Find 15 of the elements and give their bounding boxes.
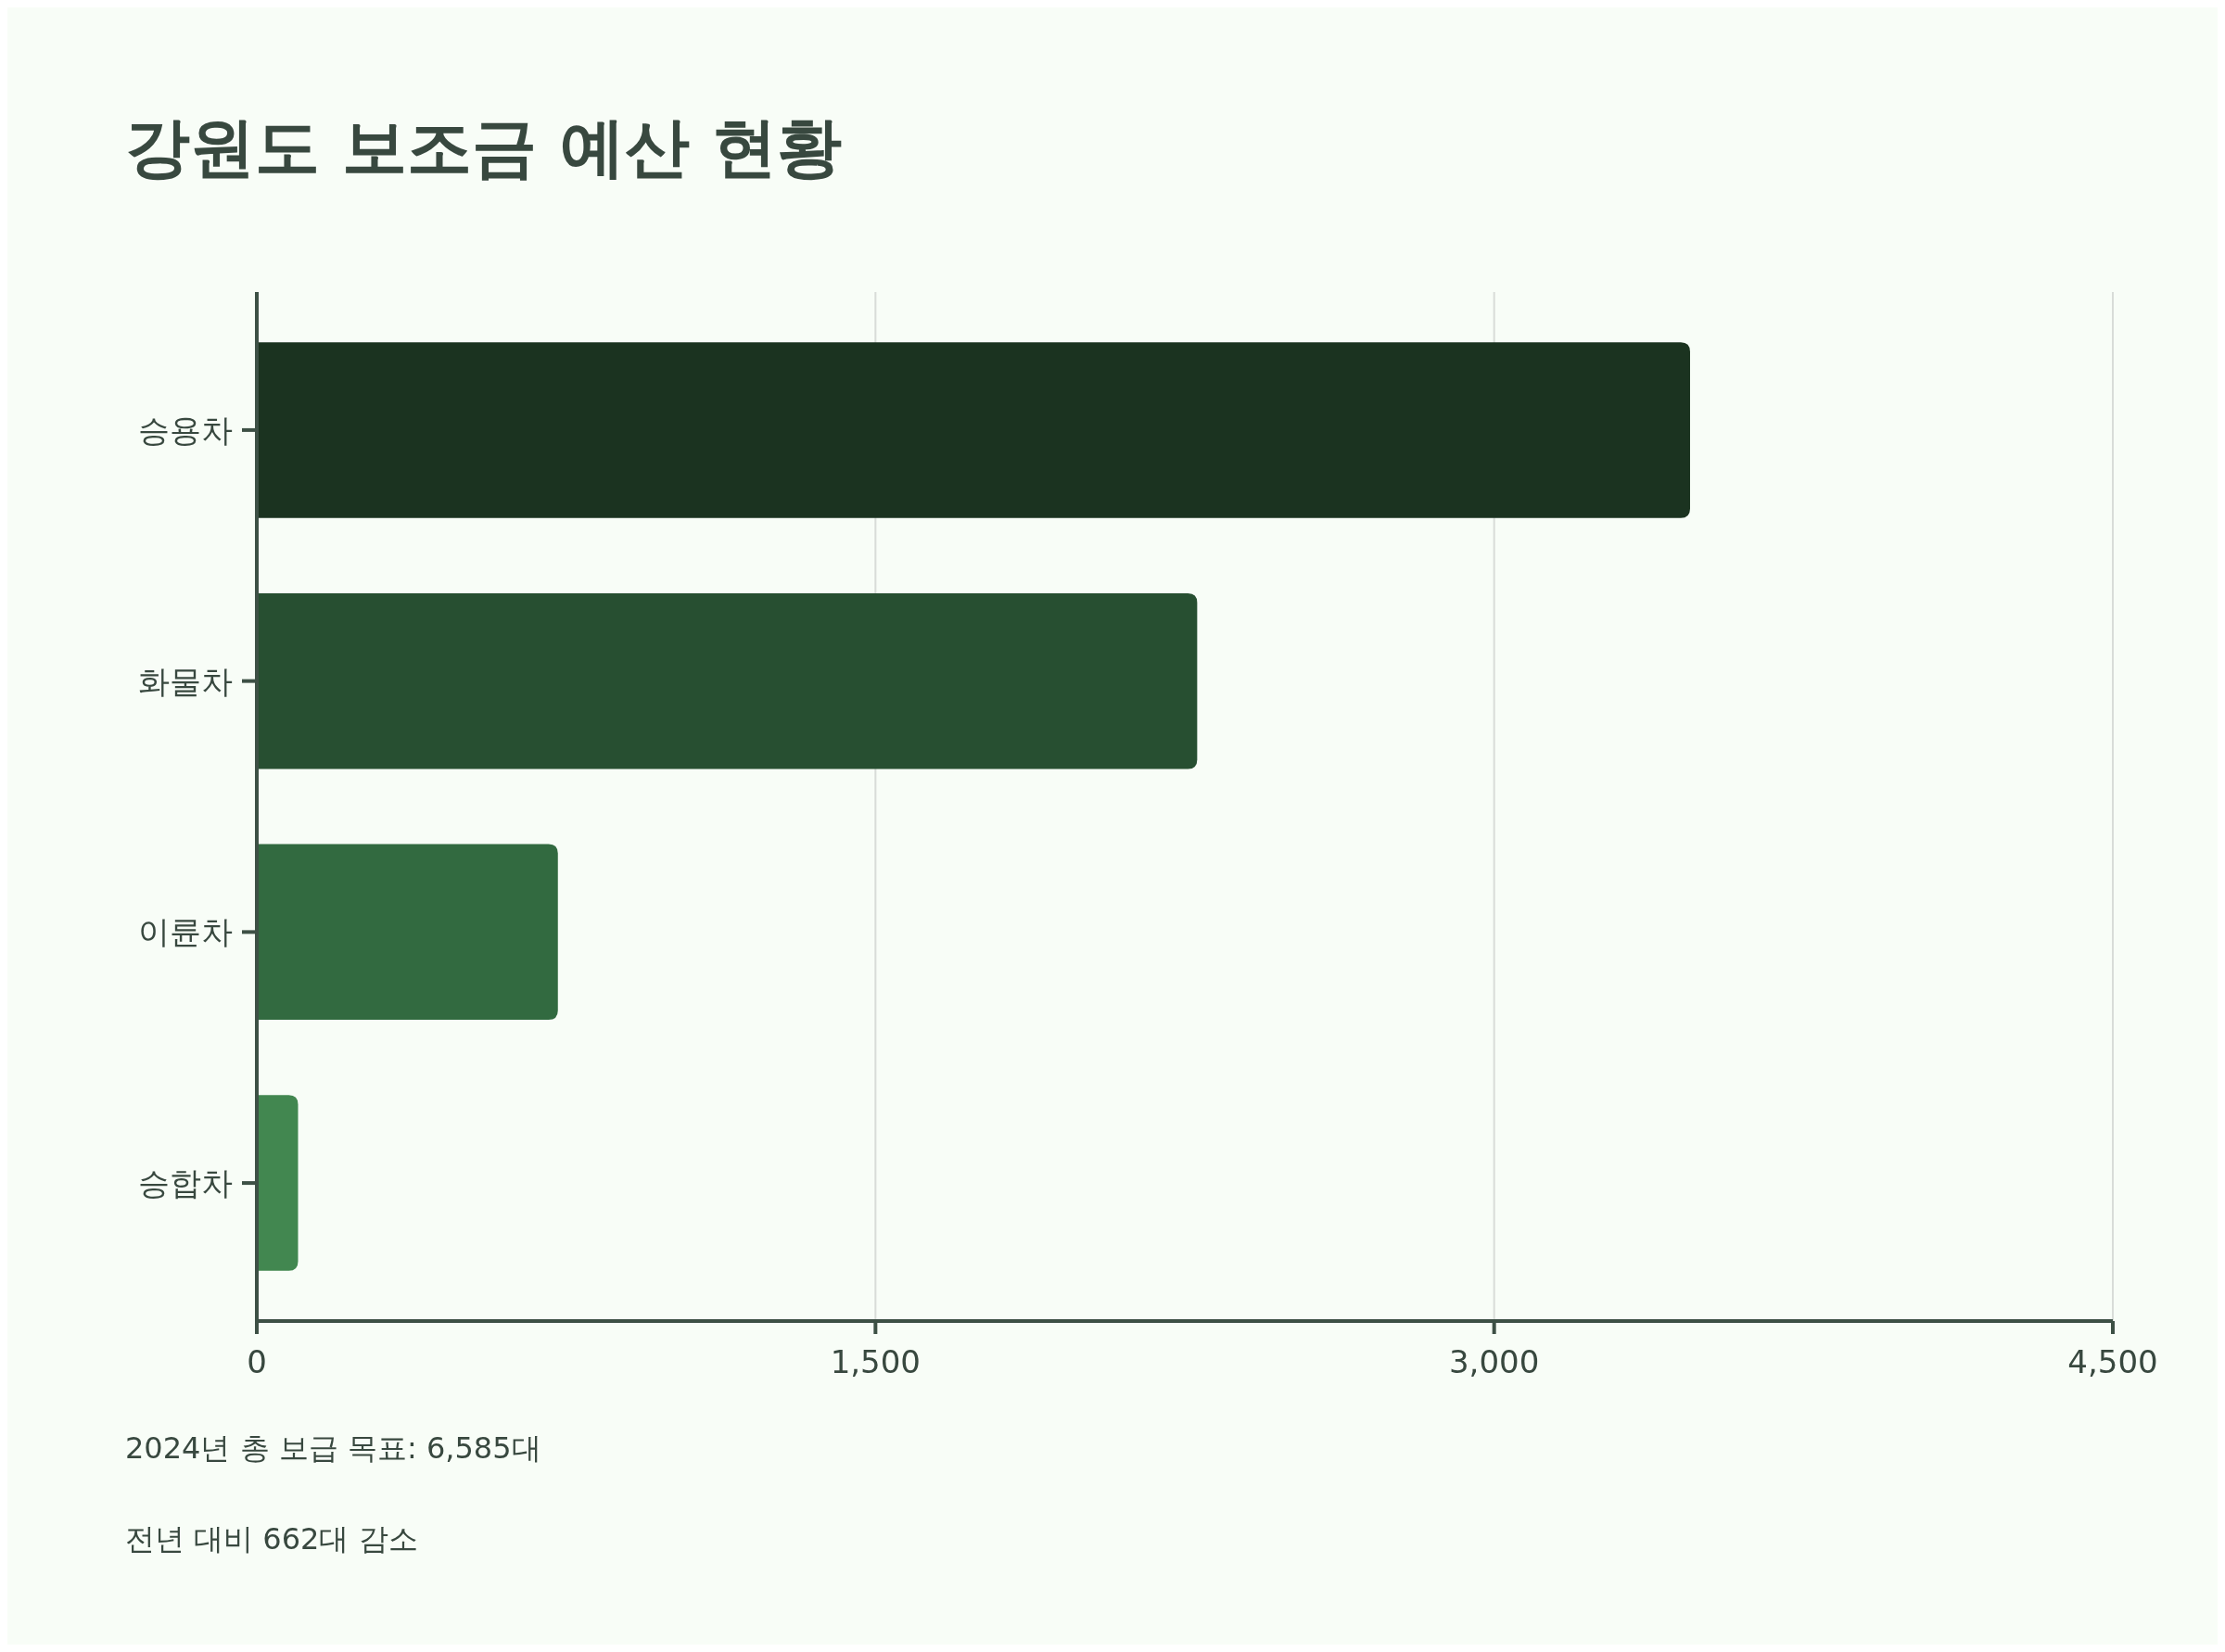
y-tick-label: 화물차 xyxy=(138,662,233,700)
x-tick-label: 0 xyxy=(247,1343,267,1380)
y-tick-label: 승용차 xyxy=(138,411,233,449)
bar xyxy=(257,342,1690,518)
y-tick-label: 이륜차 xyxy=(138,913,233,951)
text: 2024년 총 보급 목표: 6,585대 xyxy=(125,1430,541,1466)
x-tick-label: 3,000 xyxy=(1448,1343,1540,1380)
x-tick-label: 1,500 xyxy=(830,1343,922,1380)
chart-title: 강원도 보조금 예산 현황 xyxy=(125,109,843,185)
bar xyxy=(257,1095,299,1271)
y-tick-label: 승합차 xyxy=(138,1164,233,1201)
x-tick-label: 4,500 xyxy=(2067,1343,2158,1380)
bar xyxy=(257,844,558,1021)
bar xyxy=(257,592,1198,769)
text: 전년 대비 662대 감소 xyxy=(125,1521,418,1557)
